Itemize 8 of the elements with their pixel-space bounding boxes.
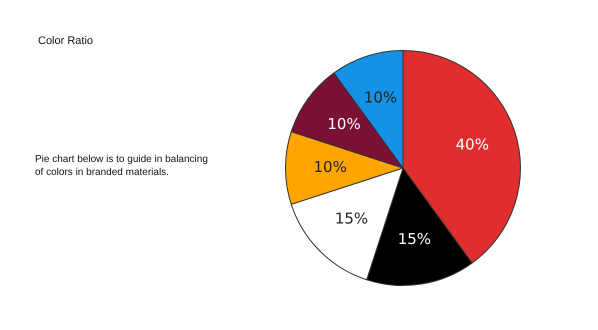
- data-label: 10%: [364, 88, 398, 107]
- text: Pie chart below is to guide in balancing of colors in branded materials.: [35, 153, 209, 179]
- data-label: 40%: [456, 135, 489, 154]
- data-label: 10%: [313, 158, 347, 176]
- text: Color Ratio: [38, 35, 94, 47]
- data-label: 15%: [398, 230, 432, 248]
- data-label: 10%: [327, 115, 361, 134]
- data-label: 15%: [334, 209, 368, 228]
